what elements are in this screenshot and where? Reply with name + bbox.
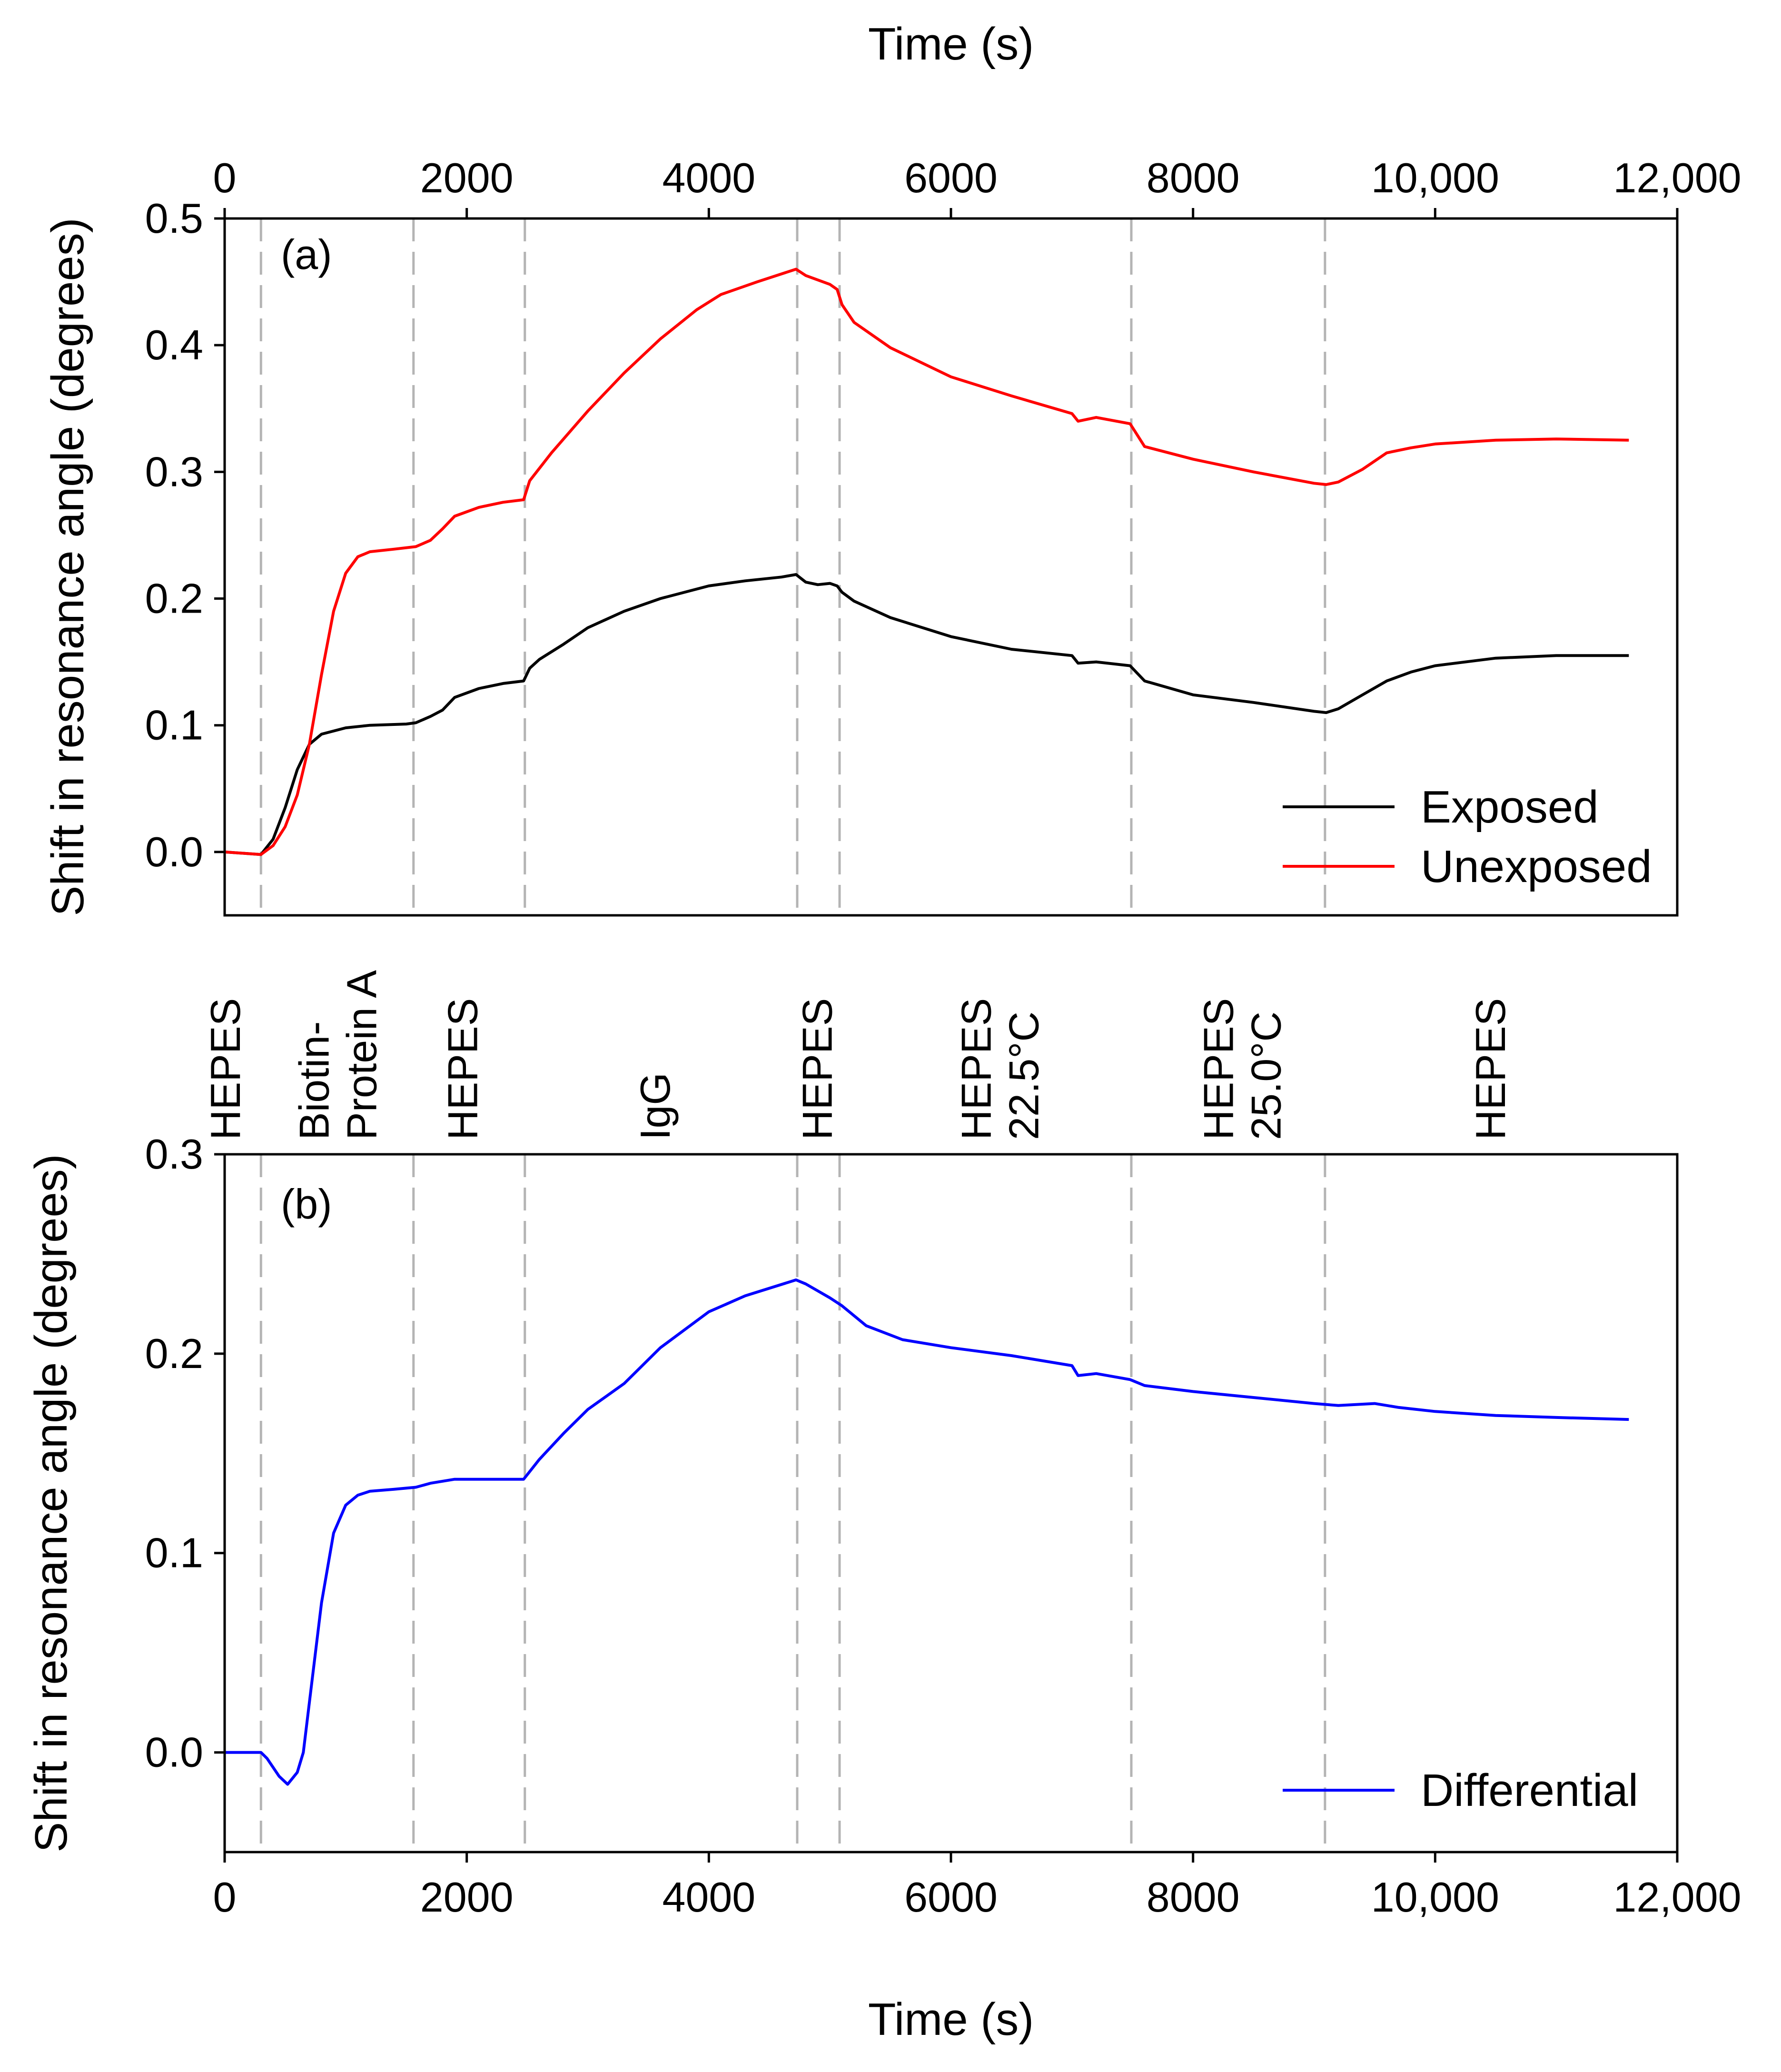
y-tick-label: 0.3 [145,448,203,495]
segment-label: HEPES [794,998,841,1140]
segment-label: HEPES [439,998,486,1140]
segment-label: Protein A [338,970,386,1140]
y-tick-label: 0.0 [145,1729,203,1776]
top-x-axis-title: Time (s) [868,19,1034,69]
segment-label: Biotin- [291,1021,338,1140]
y-tick-label: 0.1 [145,1529,203,1576]
panel-b-y-axis: 0.0 0.1 0.2 0.3 [145,1130,225,1776]
x-tick-label: 8000 [1147,1874,1240,1921]
panel-a-phase-boundaries [259,218,1326,915]
x-tick-label: 6000 [904,154,998,201]
segment-label: HEPES [1467,998,1514,1140]
panel-b-phase-boundaries [259,1154,1326,1852]
panel-b-x-axis-title: Time (s) [868,1994,1034,2045]
legend-label-exposed: Exposed [1421,782,1599,833]
panel-a: 0 2000 4000 6000 8000 10,000 12,000 0.00.10.20… [42,154,1741,917]
y-tick-label: 0.4 [145,321,203,368]
segment-label: 25.0°C [1242,1011,1289,1140]
panel-a-legend: Exposed Unexposed [1283,782,1652,892]
panel-a-y-axis: 0.0 0.1 0.2 0.3 0.4 0.5 [145,195,225,875]
y-tick-label: 0.1 [145,702,203,749]
panel-b-frame [223,1153,1679,1854]
legend-label-unexposed: Unexposed [1421,841,1652,892]
panel-a-series [224,268,1629,856]
panel-a-y-axis-title: Shift in resonance angle (degrees) [42,218,93,916]
y-tick-label: 0.3 [145,1130,203,1178]
x-tick-label: 10,000 [1371,154,1499,201]
panel-b-series [225,1278,1629,1786]
legend-label-differential: Differential [1421,1765,1638,1816]
segment-label: HEPES [202,998,249,1140]
x-tick-label: 4000 [662,1874,755,1921]
x-tick-label: 12,000 [1613,1874,1741,1921]
x-tick-label: 4000 [662,154,755,201]
segment-label: HEPES [1195,998,1242,1140]
panel-a-top-x-axis: 0 2000 4000 6000 8000 10,000 12,000 [213,154,1741,218]
x-tick-label: 2000 [420,154,514,201]
x-tick-label: 12,000 [1613,154,1741,201]
segment-label: HEPES [953,998,1000,1140]
x-tick-label: 8000 [1147,154,1240,201]
series-line-unexposed [224,268,1629,856]
series-line-exposed [224,573,1629,856]
x-tick-label: 0 [213,1874,237,1921]
x-tick-label: 2000 [420,1874,514,1921]
panel-b-x-axis: 0 2000 4000 6000 8000 10,000 12,000 [213,1852,1741,1921]
y-tick-label: 0.2 [145,575,203,622]
series-line-differential [225,1278,1629,1786]
y-tick-label: 0.2 [145,1330,203,1377]
y-tick-label: 0.5 [145,195,203,242]
x-tick-label: 10,000 [1371,1874,1499,1921]
x-tick-label: 0 [213,154,237,201]
panel-a-label: (a) [281,231,332,278]
segment-label: 22.5°C [1000,1011,1048,1140]
panel-b-label: (b) [281,1180,332,1228]
panel-b: 0 2000 4000 6000 8000 10,000 12,000 0.00.10.20… [26,1130,1741,2045]
y-tick-label: 0.0 [145,828,203,875]
panel-b-legend: Differential [1283,1765,1638,1816]
segment-label: IgG [632,1072,679,1140]
phase-segment-labels: HEPES Biotin- Protein A HEPES IgG HEPES HEPES 2… [202,970,1514,1140]
panel-b-y-axis-title: Shift in resonance angle (degrees) [26,1154,77,1853]
x-tick-label: 6000 [904,1874,998,1921]
